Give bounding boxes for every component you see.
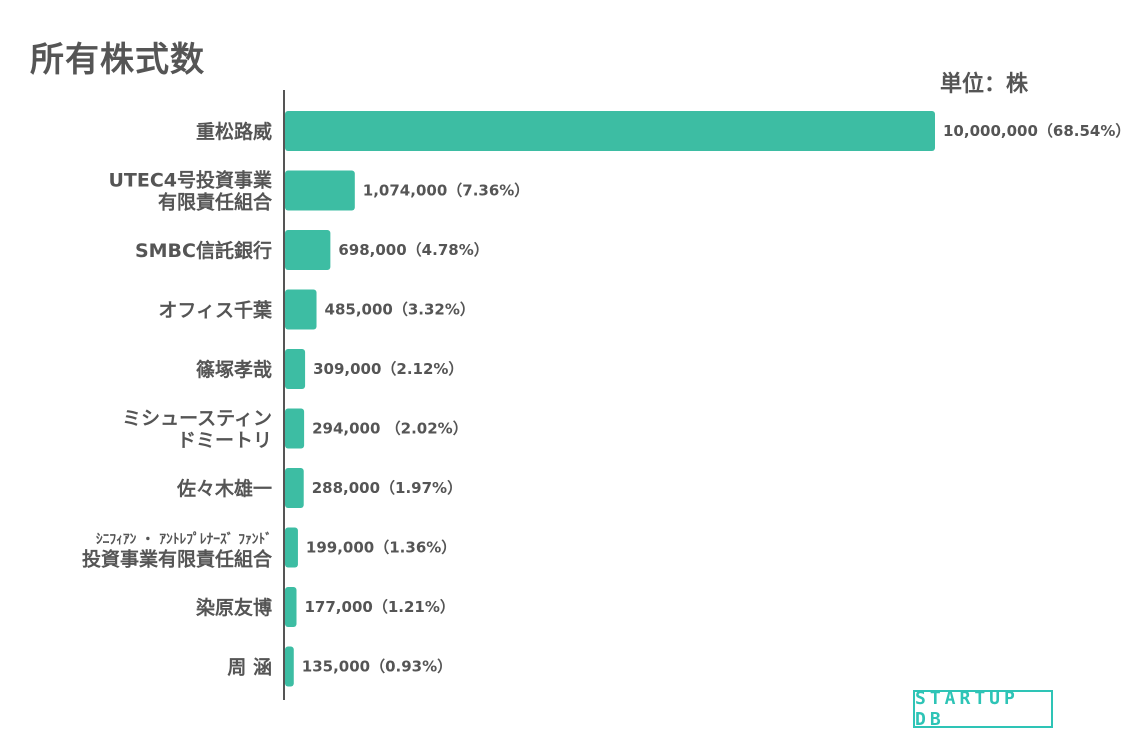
bar	[285, 111, 935, 151]
data-label: 10,000,000（68.54%）	[943, 122, 1130, 140]
category-label: 重松路威	[196, 120, 272, 143]
data-label: 199,000（1.36%）	[306, 539, 456, 557]
data-label: 294,000 （2.02%）	[312, 420, 468, 438]
unit-label: 単位：株	[939, 72, 1028, 97]
category-label: 有限責任組合	[158, 191, 273, 214]
bar	[285, 230, 331, 270]
startup-db-logo: STARTUP DB	[913, 688, 1053, 730]
bar	[285, 527, 298, 568]
category-label: ｼﾆﾌｨｱﾝ ・ ｱﾝﾄﾚﾌﾟﾚﾅｰｽﾞ ﾌｧﾝﾄﾞ	[96, 531, 272, 548]
bar	[285, 289, 317, 330]
category-label: 周 涵	[227, 656, 272, 679]
category-label: オフィス千葉	[158, 300, 273, 322]
data-label: 177,000（1.21%）	[305, 598, 455, 616]
category-label: ドミートリ	[177, 430, 272, 452]
data-label: 309,000（2.12%）	[313, 360, 463, 378]
category-label: 投資事業有限責任組合	[82, 548, 273, 571]
category-label: SMBC信託銀行	[135, 239, 272, 262]
bar	[285, 408, 305, 449]
data-label: 288,000（1.97%）	[312, 479, 462, 497]
bar	[285, 170, 355, 211]
category-label: 佐々木雄一	[176, 477, 272, 500]
data-label: 485,000（3.32%）	[325, 301, 475, 319]
bar	[285, 468, 304, 508]
bar	[285, 646, 294, 687]
chart-title: 所有株式数	[30, 40, 205, 80]
category-label: ミシュースティン	[122, 408, 272, 430]
data-label: 1,074,000（7.36%）	[363, 182, 530, 200]
bar	[285, 587, 297, 627]
bar	[285, 349, 306, 389]
data-label: 135,000（0.93%）	[302, 658, 452, 676]
data-label: 698,000（4.78%）	[338, 241, 488, 259]
category-label: UTEC4号投資事業	[108, 169, 273, 192]
category-label: 篠塚孝哉	[196, 358, 272, 381]
category-label: 染原友博	[196, 596, 272, 619]
